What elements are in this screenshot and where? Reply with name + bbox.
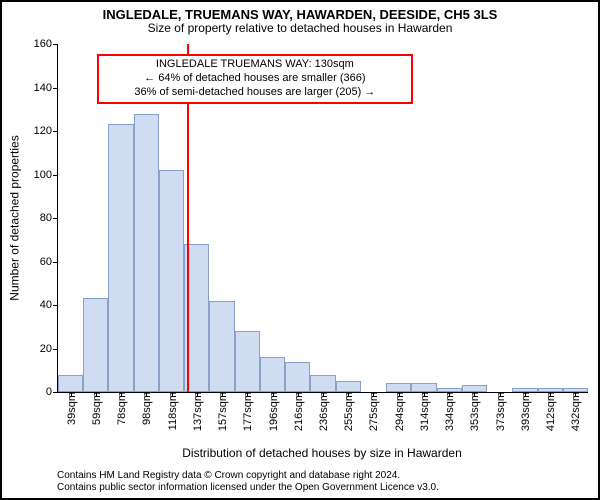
chart-title: INGLEDALE, TRUEMANS WAY, HAWARDEN, DEESI… — [2, 8, 598, 22]
x-tick-label: 216sqm — [291, 392, 305, 431]
x-tick-label: 118sqm — [165, 392, 179, 430]
histogram-bar — [386, 383, 411, 392]
x-axis-title: Distribution of detached houses by size … — [57, 446, 587, 460]
attribution-line-2: Contains public sector information licen… — [57, 482, 587, 494]
annotation-line: 36% of semi-detached houses are larger (… — [105, 86, 404, 100]
histogram-bar — [83, 298, 108, 392]
y-tick-label: 40 — [40, 299, 58, 311]
x-tick-label: 236sqm — [316, 392, 330, 431]
y-tick-label: 20 — [40, 343, 58, 355]
x-tick-label: 157sqm — [215, 392, 229, 431]
y-tick-label: 100 — [34, 169, 58, 181]
histogram-bar — [235, 331, 260, 392]
y-axis-title: Number of detached properties — [8, 135, 22, 300]
y-tick-label: 160 — [34, 38, 58, 50]
histogram-bar — [108, 124, 133, 392]
chart-frame: INGLEDALE, TRUEMANS WAY, HAWARDEN, DEESI… — [0, 0, 600, 500]
annotation-line: ← 64% of detached houses are smaller (36… — [105, 72, 404, 86]
histogram-bar — [134, 114, 159, 392]
histogram-bar — [159, 170, 184, 392]
x-tick-label: 98sqm — [139, 392, 153, 425]
x-tick-label: 196sqm — [266, 392, 280, 431]
x-tick-label: 412sqm — [543, 392, 557, 431]
x-tick-label: 59sqm — [89, 392, 103, 425]
x-tick-label: 353sqm — [467, 392, 481, 431]
histogram-bar — [285, 362, 310, 392]
histogram-bar — [260, 357, 285, 392]
x-tick-label: 334sqm — [442, 392, 456, 431]
chart-subtitle: Size of property relative to detached ho… — [2, 22, 598, 35]
histogram-bar — [336, 381, 361, 392]
histogram-bar — [411, 383, 436, 392]
histogram-bar — [58, 375, 83, 392]
y-axis-title-wrap: Number of detached properties — [6, 44, 24, 392]
x-tick-label: 39sqm — [64, 392, 78, 425]
y-tick-label: 140 — [34, 82, 58, 94]
x-tick-label: 314sqm — [417, 392, 431, 431]
attribution-line-1: Contains HM Land Registry data © Crown c… — [57, 470, 587, 482]
histogram-bar — [310, 375, 335, 392]
plot-region: 02040608010012014016039sqm59sqm78sqm98sq… — [57, 44, 588, 393]
attribution: Contains HM Land Registry data © Crown c… — [57, 470, 587, 494]
y-tick-label: 60 — [40, 256, 58, 268]
x-tick-label: 275sqm — [366, 392, 380, 431]
x-tick-label: 294sqm — [392, 392, 406, 431]
x-tick-label: 432sqm — [568, 392, 582, 431]
annotation-box: INGLEDALE TRUEMANS WAY: 130sqm← 64% of d… — [97, 54, 412, 103]
y-tick-label: 120 — [34, 125, 58, 137]
x-tick-label: 78sqm — [114, 392, 128, 425]
x-tick-label: 137sqm — [190, 392, 204, 431]
y-tick-label: 0 — [46, 386, 58, 398]
x-tick-label: 373sqm — [493, 392, 507, 431]
x-tick-label: 255sqm — [341, 392, 355, 431]
y-tick-label: 80 — [40, 212, 58, 224]
annotation-line: INGLEDALE TRUEMANS WAY: 130sqm — [105, 58, 404, 72]
x-tick-label: 177sqm — [240, 392, 254, 431]
x-tick-label: 393sqm — [518, 392, 532, 431]
histogram-bar — [209, 301, 234, 392]
